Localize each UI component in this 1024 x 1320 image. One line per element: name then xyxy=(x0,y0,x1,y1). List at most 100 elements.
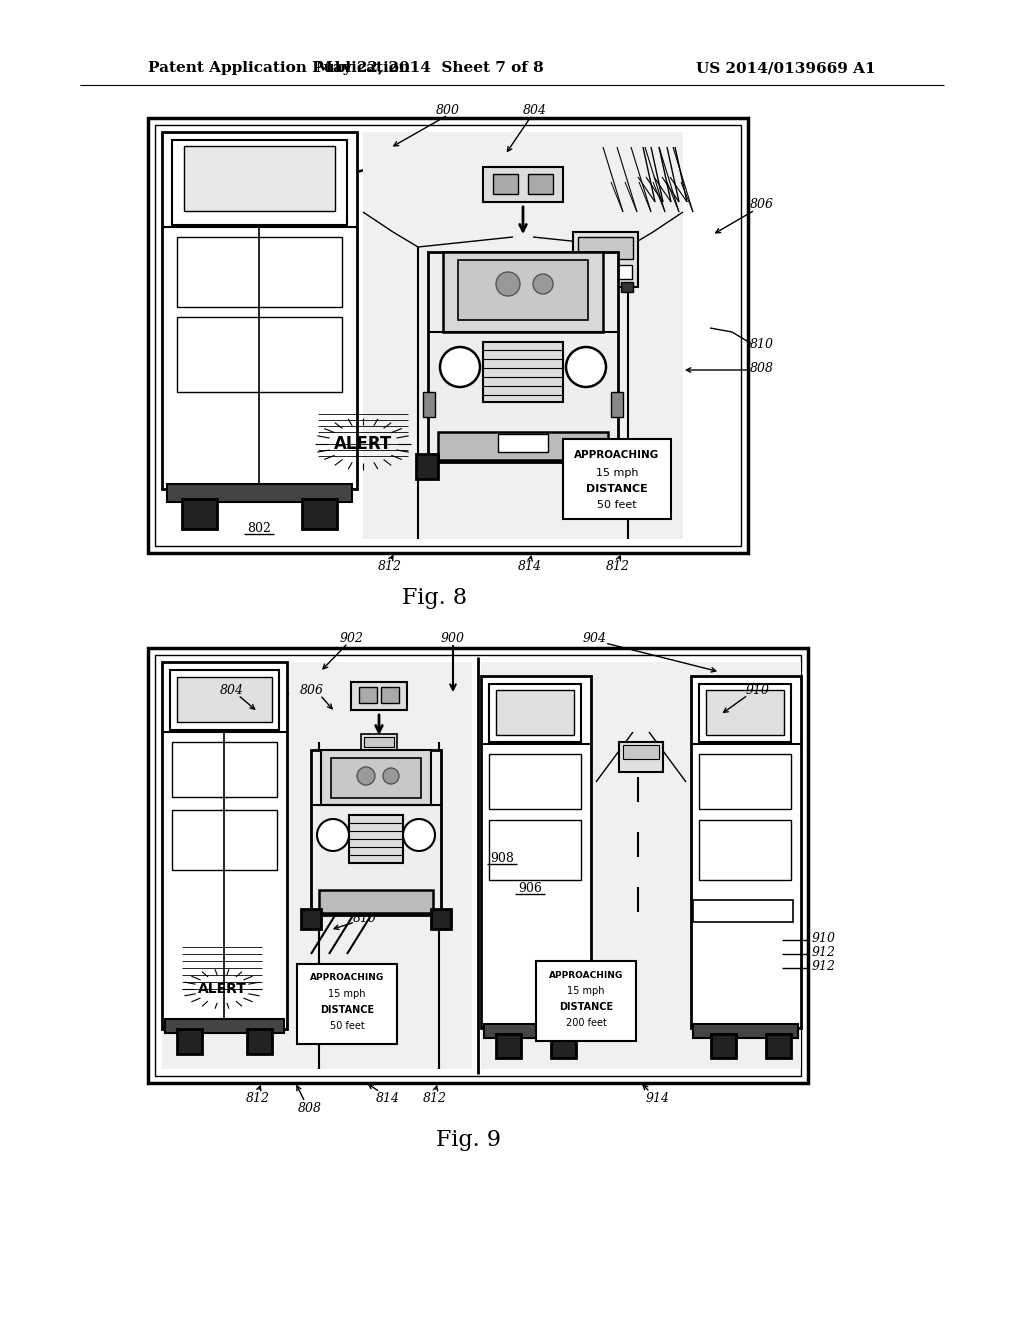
Text: APPROACHING: APPROACHING xyxy=(574,450,659,459)
Circle shape xyxy=(496,272,520,296)
Bar xyxy=(297,964,397,1044)
Circle shape xyxy=(357,767,375,785)
Bar xyxy=(162,132,357,488)
Text: 810: 810 xyxy=(750,338,774,351)
Bar xyxy=(489,684,581,742)
Polygon shape xyxy=(628,132,683,539)
Circle shape xyxy=(383,768,399,784)
Text: 200 feet: 200 feet xyxy=(565,1018,606,1028)
Bar xyxy=(536,961,636,1041)
Text: 908: 908 xyxy=(490,851,514,865)
Text: 814: 814 xyxy=(376,1092,400,1105)
Bar xyxy=(416,454,438,479)
Bar xyxy=(364,737,394,747)
Bar xyxy=(579,265,597,279)
Bar xyxy=(693,1024,798,1038)
Text: DISTANCE: DISTANCE xyxy=(586,484,648,494)
Text: 904: 904 xyxy=(583,631,607,644)
Text: 802: 802 xyxy=(247,523,271,536)
Bar xyxy=(483,342,563,403)
Bar xyxy=(443,252,603,333)
Text: 804: 804 xyxy=(220,684,244,697)
Bar xyxy=(498,434,548,451)
Bar xyxy=(319,890,433,913)
Circle shape xyxy=(440,347,480,387)
Bar xyxy=(359,686,377,704)
Bar xyxy=(381,686,399,704)
Polygon shape xyxy=(362,132,418,539)
Polygon shape xyxy=(596,733,686,1069)
Polygon shape xyxy=(481,663,596,1069)
Bar xyxy=(496,1034,521,1059)
Text: DISTANCE: DISTANCE xyxy=(559,1002,613,1012)
Bar xyxy=(691,676,801,1028)
Bar xyxy=(301,909,321,929)
Text: ALERT: ALERT xyxy=(334,436,392,453)
Text: 812: 812 xyxy=(606,560,630,573)
Bar xyxy=(766,1034,791,1059)
Bar xyxy=(177,317,342,392)
Polygon shape xyxy=(289,663,319,1069)
Text: 806: 806 xyxy=(300,684,324,697)
Bar xyxy=(711,1034,736,1059)
Polygon shape xyxy=(686,663,801,1069)
Bar xyxy=(484,1024,589,1038)
Bar xyxy=(155,125,741,546)
Text: 50 feet: 50 feet xyxy=(597,500,637,510)
Bar xyxy=(177,677,272,722)
Bar xyxy=(699,820,791,880)
Polygon shape xyxy=(319,733,439,1069)
Circle shape xyxy=(566,347,606,387)
Text: 15 mph: 15 mph xyxy=(567,986,605,997)
Bar xyxy=(172,810,278,870)
Bar xyxy=(481,676,591,1028)
Text: 806: 806 xyxy=(750,198,774,211)
Text: 904: 904 xyxy=(732,906,754,916)
Bar xyxy=(302,499,337,529)
Bar xyxy=(167,484,352,502)
Bar xyxy=(481,663,801,1069)
Circle shape xyxy=(534,275,553,294)
Bar xyxy=(563,440,671,519)
Bar xyxy=(493,174,518,194)
Bar xyxy=(162,663,287,1030)
Bar xyxy=(614,265,632,279)
Bar xyxy=(247,1030,272,1053)
Text: 804: 804 xyxy=(523,103,547,116)
Bar xyxy=(311,750,441,915)
Bar xyxy=(621,282,633,292)
Bar xyxy=(177,238,342,308)
Bar xyxy=(172,742,278,797)
Bar xyxy=(155,655,801,1076)
Bar xyxy=(361,734,397,756)
Text: Fig. 9: Fig. 9 xyxy=(435,1129,501,1151)
Text: 910: 910 xyxy=(812,932,836,945)
Text: 812: 812 xyxy=(378,560,402,573)
Bar xyxy=(573,232,638,286)
Bar xyxy=(528,174,553,194)
Bar xyxy=(699,754,791,809)
Bar xyxy=(289,663,469,1069)
Bar xyxy=(551,1034,575,1059)
Polygon shape xyxy=(418,238,628,539)
Bar xyxy=(148,648,808,1082)
Text: ALERT: ALERT xyxy=(198,982,247,997)
Bar xyxy=(496,690,574,735)
Bar xyxy=(184,147,335,211)
Text: 800: 800 xyxy=(436,103,460,116)
Text: US 2014/0139669 A1: US 2014/0139669 A1 xyxy=(696,61,876,75)
Bar xyxy=(483,168,563,202)
Polygon shape xyxy=(439,663,469,1069)
Text: Fig. 8: Fig. 8 xyxy=(402,587,468,609)
Bar xyxy=(423,392,435,417)
Bar xyxy=(699,684,791,742)
Bar xyxy=(608,454,630,479)
Text: 900: 900 xyxy=(441,631,465,644)
Bar xyxy=(182,499,217,529)
Bar xyxy=(489,820,581,880)
Text: Patent Application Publication: Patent Application Publication xyxy=(148,61,410,75)
Text: 808: 808 xyxy=(750,362,774,375)
Bar xyxy=(431,909,451,929)
Bar xyxy=(706,690,784,735)
Bar xyxy=(148,117,748,553)
